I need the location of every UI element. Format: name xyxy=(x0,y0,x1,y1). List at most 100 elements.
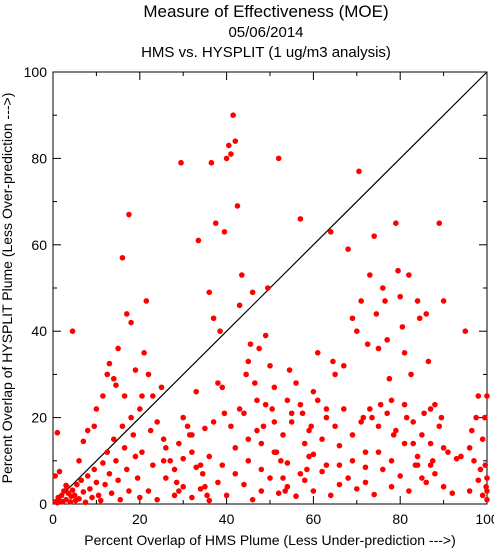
data-point xyxy=(432,470,438,477)
data-point xyxy=(76,458,82,464)
axis-tick-labels: 0 20 40 60 80 100 0 20 40 60 80 100 xyxy=(24,64,494,527)
data-point xyxy=(427,406,434,412)
data-point xyxy=(293,493,299,500)
data-point xyxy=(477,466,484,473)
data-point xyxy=(340,362,347,369)
data-point xyxy=(358,419,364,425)
data-point xyxy=(141,350,147,356)
data-point xyxy=(271,384,278,391)
data-point xyxy=(419,432,425,438)
data-point xyxy=(362,479,369,486)
data-point xyxy=(275,155,282,162)
data-point xyxy=(386,375,393,382)
data-point xyxy=(93,479,100,486)
data-point xyxy=(284,397,291,404)
data-point xyxy=(380,285,386,291)
data-point xyxy=(354,328,360,335)
data-point xyxy=(215,380,221,386)
data-point xyxy=(236,406,243,412)
data-point xyxy=(225,142,232,149)
data-point xyxy=(100,393,106,399)
data-point xyxy=(484,496,490,503)
data-point xyxy=(199,470,206,477)
data-point xyxy=(323,462,330,468)
data-point xyxy=(297,216,304,222)
data-point xyxy=(482,462,489,468)
data-point xyxy=(137,406,143,412)
data-point xyxy=(87,486,93,492)
data-point xyxy=(104,371,111,378)
data-point xyxy=(163,475,169,481)
data-point xyxy=(195,237,202,244)
data-point xyxy=(163,445,169,451)
data-point xyxy=(384,410,390,417)
data-point xyxy=(249,496,256,503)
data-point xyxy=(113,458,119,464)
data-point xyxy=(119,423,126,430)
data-point xyxy=(310,388,317,395)
data-point xyxy=(297,401,304,408)
data-point xyxy=(278,458,284,464)
data-point xyxy=(367,272,373,278)
data-point xyxy=(95,492,102,499)
data-point xyxy=(349,315,356,322)
data-point xyxy=(306,453,312,460)
data-point xyxy=(301,440,308,447)
data-point xyxy=(61,488,67,494)
data-point xyxy=(458,453,464,460)
x-tick-label: 0 xyxy=(49,511,57,527)
data-point xyxy=(236,302,243,309)
data-point xyxy=(119,254,126,261)
data-point xyxy=(466,488,473,494)
data-point xyxy=(388,458,395,464)
data-point xyxy=(258,466,265,473)
data-point xyxy=(314,397,321,404)
data-point xyxy=(445,449,451,455)
data-points xyxy=(52,112,490,506)
data-point xyxy=(121,445,128,451)
data-point xyxy=(252,380,258,386)
data-point xyxy=(479,492,486,499)
data-point xyxy=(388,483,395,490)
data-point xyxy=(202,425,208,432)
chart-title: Measure of Effectiveness (MOE) xyxy=(143,2,388,21)
data-point xyxy=(358,298,364,304)
data-point xyxy=(308,423,315,430)
data-point xyxy=(432,401,438,408)
data-point xyxy=(167,458,173,464)
data-point xyxy=(390,432,397,438)
y-tick-label: 80 xyxy=(31,150,47,166)
data-point xyxy=(150,462,156,468)
x-tick-label: 100 xyxy=(475,511,494,527)
data-point xyxy=(401,401,408,408)
data-point xyxy=(171,492,178,499)
data-point xyxy=(475,393,482,399)
data-point xyxy=(484,475,490,481)
y-tick-label: 60 xyxy=(31,237,47,253)
data-point xyxy=(429,458,436,464)
data-point xyxy=(232,445,239,451)
data-point xyxy=(245,358,252,365)
data-point xyxy=(375,345,382,352)
data-point xyxy=(336,462,343,468)
data-point xyxy=(475,477,482,484)
data-point xyxy=(113,382,119,389)
data-point xyxy=(137,494,143,501)
data-point xyxy=(71,492,78,499)
data-point xyxy=(362,464,369,471)
data-point xyxy=(375,449,382,455)
data-point xyxy=(336,481,343,488)
data-point xyxy=(171,466,178,473)
data-point xyxy=(427,440,434,447)
data-point xyxy=(91,466,98,473)
data-point xyxy=(221,229,228,235)
data-point xyxy=(128,319,134,326)
data-point xyxy=(473,414,479,421)
data-point xyxy=(306,427,312,434)
data-point xyxy=(423,479,430,486)
data-point xyxy=(180,455,186,462)
data-point xyxy=(397,473,404,479)
data-point xyxy=(93,406,100,412)
data-point xyxy=(399,324,406,330)
data-point xyxy=(134,475,141,481)
